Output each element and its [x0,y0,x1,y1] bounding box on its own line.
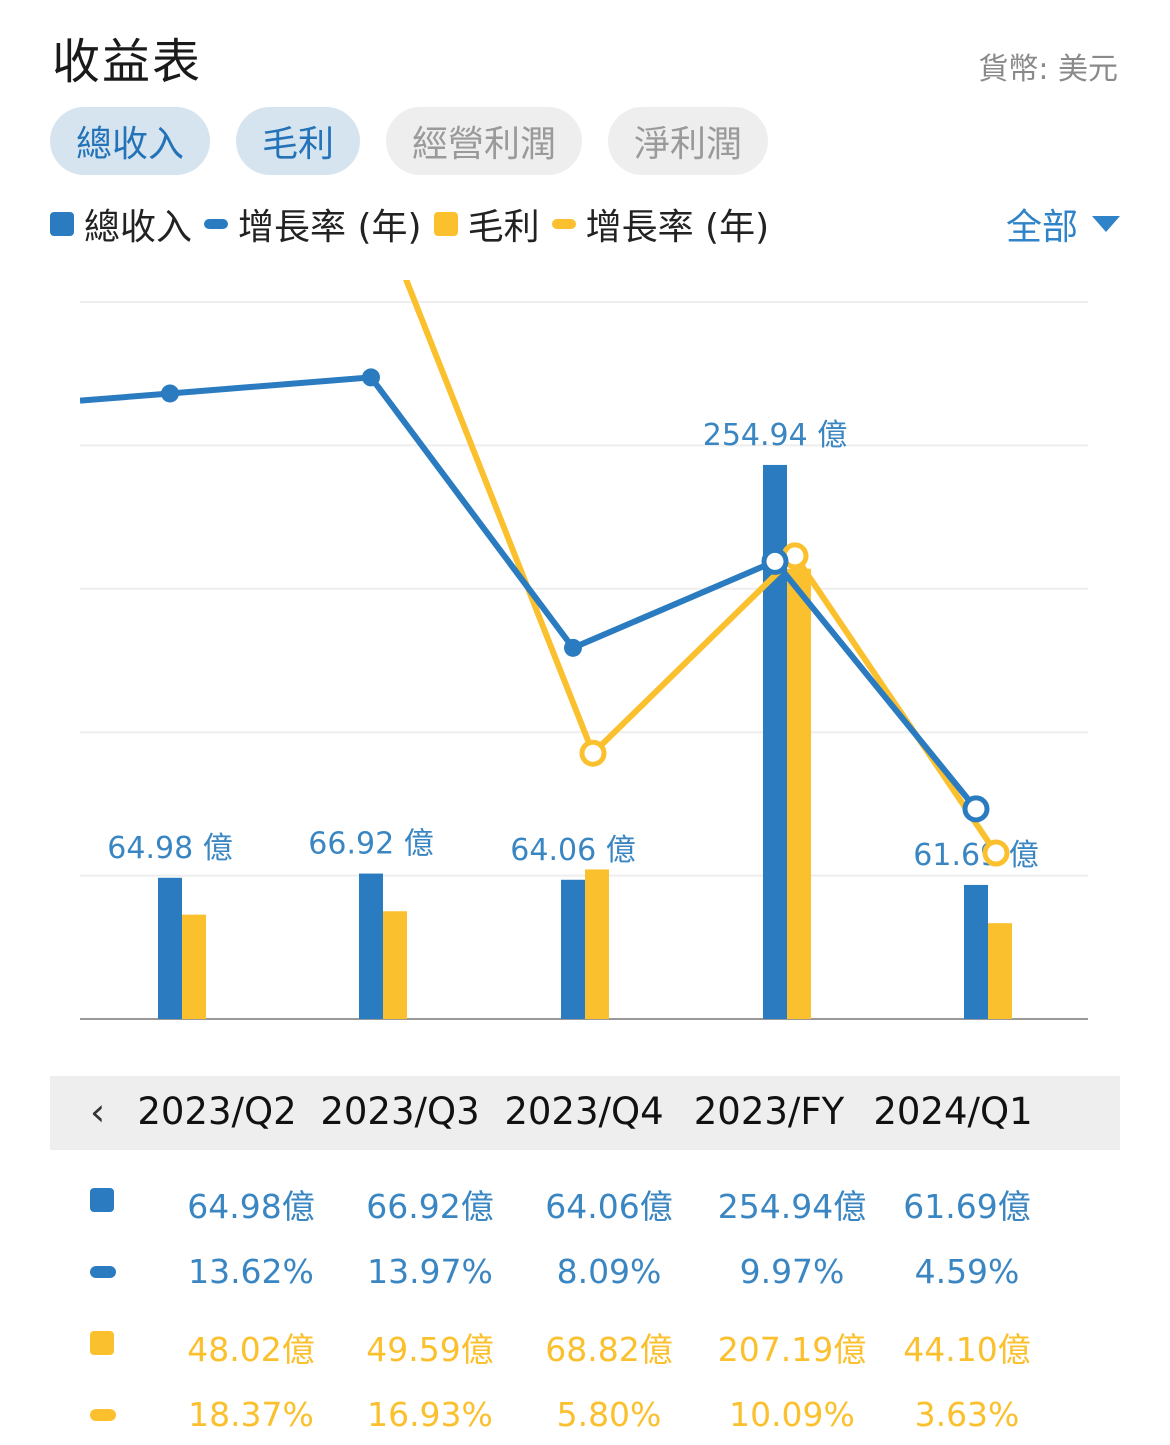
table-cell: 64.06億 [545,1187,673,1226]
table-cell: 4.59% [914,1252,1020,1291]
tab-net-profit[interactable]: 淨利潤 [608,107,769,175]
bar-gross-profit [383,911,407,1019]
filter-label: 全部 [1005,207,1078,248]
legend-square-icon [433,212,458,236]
bar-total-revenue [561,879,585,1019]
table-cell: 61.69億 [903,1187,1031,1226]
bar-gross-profit [182,914,206,1019]
table-cell: 13.62% [188,1252,314,1291]
chart-legend: 總收入 增長率 (年) 毛利 增長率 (年) [50,198,781,250]
legend-item-gross-profit: 毛利 [433,198,540,250]
table-row: 64.98億 66.92億 64.06億 254.94億 61.69億 [0,1170,1170,1230]
table-cell: 5.80% [556,1395,662,1434]
period-header: ‹ 2023/Q2 2023/Q3 2023/Q4 2023/FY 2024/Q… [50,1076,1120,1150]
currency-label: 貨幣: 美元 [978,52,1118,87]
table-cell: 44.10億 [903,1330,1031,1369]
legend-dash-icon [204,219,229,229]
table-cell: 48.02億 [187,1330,315,1369]
bar-value-label: 254.94 億 [703,418,848,453]
bar-value-label: 64.06 億 [510,833,635,868]
metric-tabs: 總收入 毛利 經營利潤 淨利潤 [50,107,769,175]
caret-down-icon [1092,216,1120,232]
growth-point [579,739,607,767]
table-cell: 49.59億 [366,1330,494,1369]
bar-total-revenue [359,873,383,1019]
period-label: 2024/Q1 [873,1090,1033,1133]
growth-point [362,368,380,387]
tab-total-revenue[interactable]: 總收入 [50,107,211,175]
period-filter-dropdown[interactable]: 全部 [1006,198,1120,250]
bar-gross-profit [585,869,609,1019]
bar-gross-profit [988,923,1012,1019]
table-cell: 207.19億 [717,1330,867,1369]
growth-point [564,638,582,657]
bar-gross-profit [787,568,811,1019]
period-label: 2023/Q2 [137,1090,297,1133]
growth-line [403,280,999,855]
table-row: 13.62% 13.97% 8.09% 9.97% 4.59% [0,1242,1170,1302]
table-cell: 9.97% [739,1252,845,1291]
legend-label: 毛利 [467,207,540,248]
table-cell: 8.09% [556,1252,662,1291]
table-cell: 64.98億 [187,1187,315,1226]
bar-value-label: 61.69 億 [913,838,1038,873]
bar-value-label: 64.98 億 [107,831,232,866]
growth-point [761,547,789,575]
table-cell: 254.94億 [717,1187,867,1226]
table-row: 48.02億 49.59億 68.82億 207.19億 44.10億 [0,1313,1170,1373]
growth-point [962,795,990,823]
legend-dash-icon [551,219,576,229]
table-row: 18.37% 16.93% 5.80% 10.09% 3.63% [0,1385,1170,1445]
legend-label: 增長率 (年) [238,207,422,248]
legend-label: 總收入 [84,207,193,248]
legend-item-gross-growth: 增長率 (年) [551,198,770,250]
legend-item-revenue: 總收入 [50,198,192,250]
table-cell: 18.37% [188,1395,314,1434]
table-cell: 10.09% [729,1395,855,1434]
period-label: 2023/Q3 [320,1090,480,1133]
table-cell: 13.97% [367,1252,493,1291]
bar-total-revenue [964,884,988,1019]
legend-item-revenue-growth: 增長率 (年) [204,198,422,250]
chevron-left-icon[interactable]: ‹ [90,1090,106,1134]
tab-gross-profit[interactable]: 毛利 [236,107,361,175]
period-label: 2023/Q4 [504,1090,664,1133]
series-dash-icon [90,1409,116,1421]
page-title: 收益表 [52,34,203,90]
bar-value-label: 66.92 億 [308,827,433,862]
series-square-icon [90,1331,114,1355]
growth-line [80,374,979,811]
table-cell: 16.93% [367,1395,493,1434]
legend-square-icon [50,212,74,236]
period-label: 2023/FY [693,1090,845,1133]
table-cell: 66.92億 [366,1187,494,1226]
series-dash-icon [90,1266,116,1278]
growth-point [982,839,1010,867]
legend-label: 增長率 (年) [585,207,770,248]
revenue-chart: 64.98 億 66.92 億 64.06 億 254.94 億 61.69 億 [80,280,1088,1020]
table-cell: 3.63% [914,1395,1020,1434]
series-square-icon [90,1188,114,1212]
growth-point [161,384,179,403]
bar-total-revenue [158,877,182,1019]
tab-operating-profit[interactable]: 經營利潤 [386,107,583,175]
table-cell: 68.82億 [545,1330,673,1369]
